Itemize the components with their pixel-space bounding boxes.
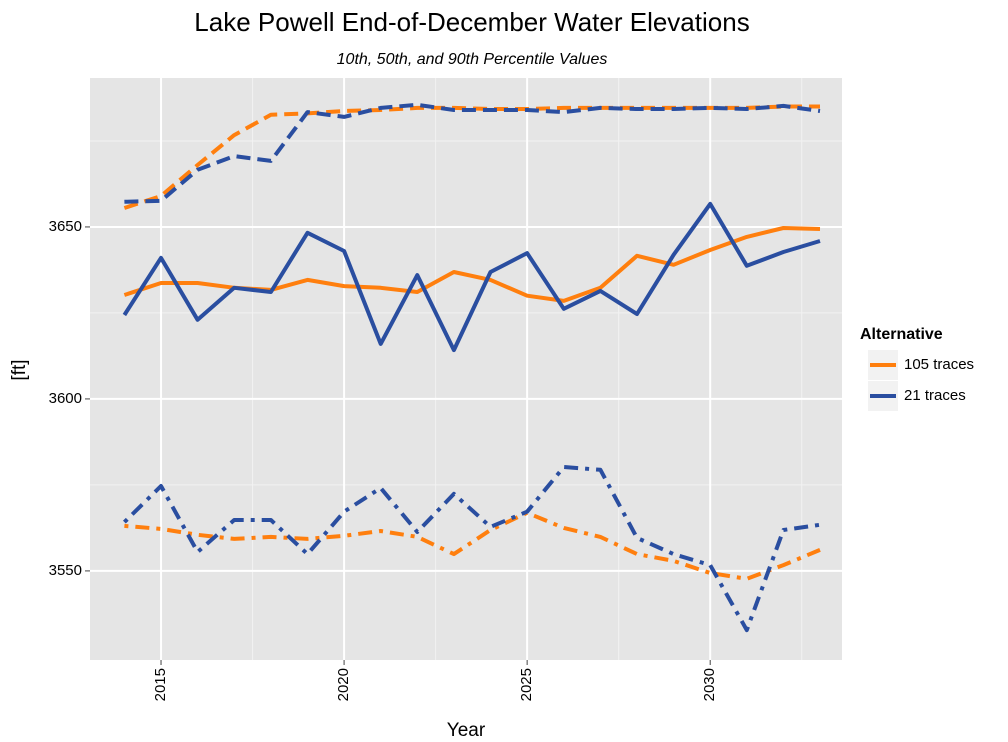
x-axis-label: Year xyxy=(447,720,486,741)
y-tick-label: 3550 xyxy=(49,562,82,579)
chart-subtitle: 10th, 50th, and 90th Percentile Values xyxy=(337,51,608,68)
x-tick-label: 2020 xyxy=(335,668,352,701)
legend-label: 21 traces xyxy=(904,387,966,404)
x-tick-label: 2025 xyxy=(518,668,535,701)
legend: 105 traces 21 traces xyxy=(868,350,974,411)
y-tick-label: 3650 xyxy=(49,218,82,235)
chart-title: Lake Powell End-of-December Water Elevat… xyxy=(194,7,749,37)
series-line xyxy=(124,510,821,581)
y-axis-label: [ft] xyxy=(9,359,30,380)
legend-title: Alternative xyxy=(860,326,943,343)
lines xyxy=(122,102,821,633)
grid xyxy=(90,78,842,660)
series-line xyxy=(124,102,821,204)
x-tick-label: 2015 xyxy=(152,668,169,701)
plot-panel xyxy=(90,78,842,660)
x-tick-label: 2030 xyxy=(701,668,718,701)
y-tick-label: 3600 xyxy=(49,390,82,407)
series-line xyxy=(122,465,821,633)
series-line xyxy=(122,201,821,353)
legend-label: 105 traces xyxy=(904,356,974,373)
